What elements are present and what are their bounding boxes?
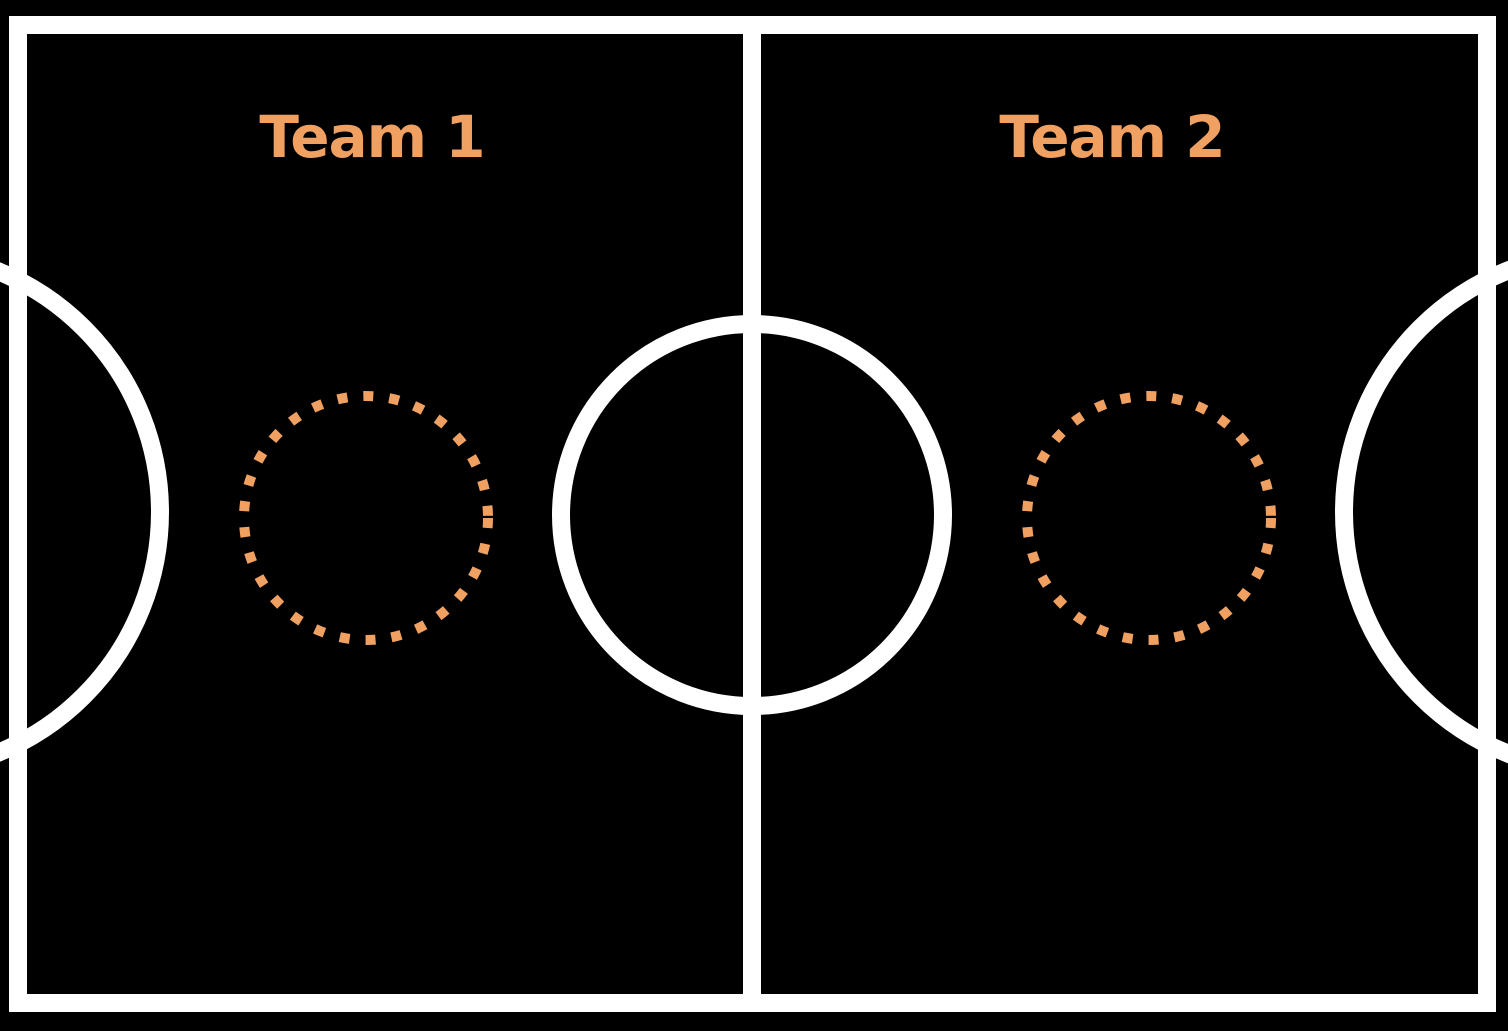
right-penalty-arc bbox=[1335, 260, 1508, 764]
team-2-label: Team 2 bbox=[999, 103, 1224, 171]
team-1-drop-zone[interactable] bbox=[239, 391, 493, 645]
left-penalty-arc bbox=[0, 262, 169, 762]
team-1-label: Team 1 bbox=[259, 103, 484, 171]
center-circle bbox=[552, 315, 952, 715]
team-2-drop-zone[interactable] bbox=[1022, 391, 1276, 645]
